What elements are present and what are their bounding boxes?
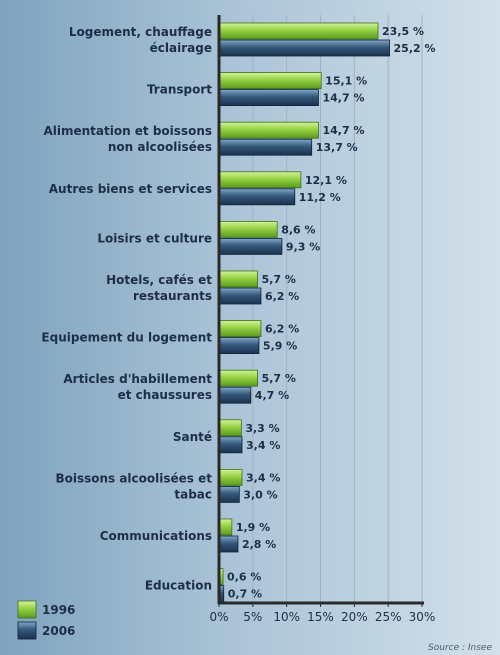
tick-label: 10% bbox=[273, 610, 300, 624]
category-label: et chaussures bbox=[118, 388, 212, 402]
category-label: Alimentation et boissons bbox=[43, 124, 212, 138]
bar-2006 bbox=[219, 486, 239, 502]
tick-label: 25% bbox=[375, 610, 402, 624]
bar-2006 bbox=[219, 387, 251, 403]
data-label: 4,7 % bbox=[255, 389, 289, 402]
bar-2006 bbox=[219, 338, 259, 354]
category-label: non alcoolisées bbox=[108, 140, 212, 154]
category-label: Logement, chauffage bbox=[69, 25, 212, 39]
data-label: 23,5 % bbox=[382, 25, 424, 38]
legend: 1996 2006 bbox=[18, 601, 75, 639]
data-label: 14,7 % bbox=[322, 92, 364, 105]
bar-2006 bbox=[219, 437, 242, 453]
tick-label: 5% bbox=[243, 610, 262, 624]
bar-2006 bbox=[219, 40, 390, 56]
bars-group: 23,5 % 25,2 % Logement, chauffage éclairage… bbox=[41, 23, 435, 602]
data-label: 3,0 % bbox=[243, 488, 277, 501]
category-label: Articles d'habillement bbox=[63, 372, 212, 386]
bar-2006 bbox=[219, 238, 282, 254]
bar-2006 bbox=[219, 288, 261, 304]
bar-1996 bbox=[219, 519, 232, 535]
data-label: 13,7 % bbox=[316, 141, 358, 154]
category-label: Education bbox=[145, 579, 212, 593]
bar-2006 bbox=[219, 139, 312, 155]
tick-label: 0% bbox=[209, 610, 228, 624]
data-label: 2,8 % bbox=[242, 538, 276, 551]
tick-label: 15% bbox=[307, 610, 334, 624]
bar-1996 bbox=[219, 122, 318, 138]
data-label: 15,1 % bbox=[325, 75, 367, 88]
category-label: éclairage bbox=[150, 41, 212, 55]
category-label: Autres biens et services bbox=[49, 182, 212, 196]
data-label: 14,7 % bbox=[322, 124, 364, 137]
tick-label: 20% bbox=[341, 610, 368, 624]
data-label: 9,3 % bbox=[286, 240, 320, 253]
bar-1996 bbox=[219, 469, 242, 485]
category-label: Loisirs et culture bbox=[97, 231, 212, 245]
bar-1996 bbox=[219, 221, 277, 237]
legend-swatch-1996 bbox=[18, 601, 36, 618]
data-label: 3,4 % bbox=[246, 471, 280, 484]
category-label: Transport bbox=[147, 83, 212, 97]
data-label: 3,4 % bbox=[246, 439, 280, 452]
data-label: 3,3 % bbox=[245, 422, 279, 435]
category-label: restaurants bbox=[133, 289, 212, 303]
source-note: Source : Insee bbox=[428, 643, 492, 653]
bar-1996 bbox=[219, 271, 258, 287]
data-label: 8,6 % bbox=[281, 223, 315, 236]
data-label: 5,7 % bbox=[262, 273, 296, 286]
legend-label-1996: 1996 bbox=[42, 603, 75, 617]
bar-2006 bbox=[219, 189, 295, 205]
data-label: 12,1 % bbox=[305, 174, 347, 187]
legend-label-2006: 2006 bbox=[42, 624, 75, 638]
bar-1996 bbox=[219, 321, 261, 337]
category-label: tabac bbox=[174, 487, 212, 501]
category-label: Equipement du logement bbox=[41, 331, 212, 345]
tick-label: 30% bbox=[409, 610, 436, 624]
bar-1996 bbox=[219, 172, 301, 188]
data-label: 0,7 % bbox=[228, 588, 262, 601]
data-label: 0,6 % bbox=[227, 571, 261, 584]
category-label: Communications bbox=[100, 529, 212, 543]
bar-2006 bbox=[219, 90, 318, 106]
category-label: Hotels, cafés et bbox=[106, 273, 212, 287]
bar-1996 bbox=[219, 23, 378, 39]
bar-2006 bbox=[219, 536, 238, 552]
data-label: 1,9 % bbox=[236, 521, 270, 534]
bar-1996 bbox=[219, 370, 258, 386]
data-label: 6,2 % bbox=[265, 290, 299, 303]
data-label: 5,7 % bbox=[262, 372, 296, 385]
data-label: 25,2 % bbox=[394, 42, 436, 55]
data-label: 11,2 % bbox=[299, 191, 341, 204]
category-label: Santé bbox=[173, 430, 212, 444]
data-label: 6,2 % bbox=[265, 323, 299, 336]
legend-swatch-2006 bbox=[18, 622, 36, 639]
data-label: 5,9 % bbox=[263, 340, 297, 353]
category-label: Boissons alcoolisées et bbox=[55, 471, 212, 485]
bar-1996 bbox=[219, 420, 241, 436]
bar-1996 bbox=[219, 73, 321, 89]
